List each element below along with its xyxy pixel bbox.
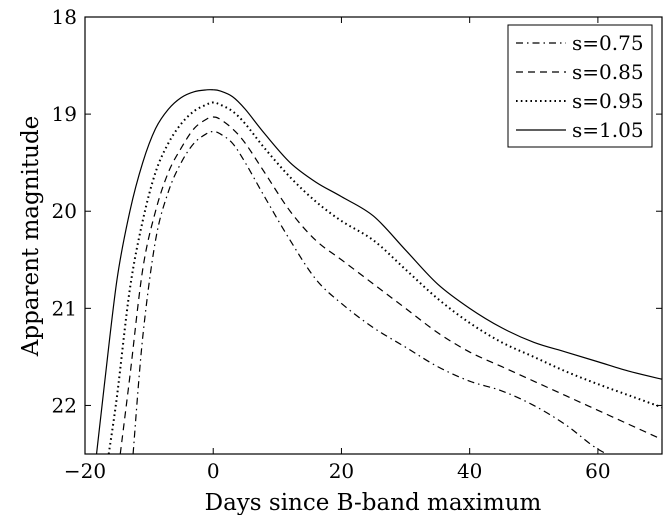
x-tick-label: 60 (585, 459, 610, 483)
y-tick-label: 20 (52, 199, 77, 223)
y-tick-label: 21 (52, 296, 77, 320)
legend-box (507, 24, 653, 148)
series-line-s=0.75 (132, 130, 609, 454)
y-axis-title: Apparent magnitude (18, 116, 44, 358)
axis-ticks: −20 0 20 40 60 18 19 20 21 22 (52, 5, 662, 483)
series-line-s=0.85 (119, 116, 662, 454)
x-tick-label: 40 (457, 459, 482, 483)
legend-label: s=0.85 (572, 60, 644, 84)
y-tick-label: 22 (52, 393, 77, 417)
x-tick-label: −20 (64, 459, 106, 483)
x-axis-title: Days since B-band maximum (205, 490, 542, 515)
x-tick-label: 20 (329, 459, 354, 483)
legend-label: s=0.95 (572, 89, 644, 113)
legend-label: s=0.75 (572, 31, 644, 55)
series-lines (95, 89, 662, 454)
y-tick-label: 19 (52, 102, 77, 126)
series-line-s=0.95 (107, 101, 662, 454)
y-tick-label: 18 (52, 5, 77, 29)
x-tick-label: 0 (207, 459, 220, 483)
legend: s=0.75 s=0.85 s=0.95 s=1.05 (507, 24, 653, 148)
legend-label: s=1.05 (572, 118, 644, 142)
series-line-s=1.05 (95, 89, 662, 454)
